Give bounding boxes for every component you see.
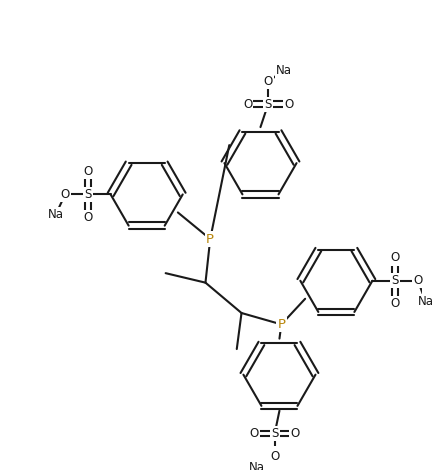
Text: Na: Na [48, 208, 64, 221]
Text: P: P [206, 233, 214, 245]
Text: S: S [84, 188, 92, 201]
Text: O: O [391, 297, 400, 310]
Text: O: O [391, 251, 400, 265]
Text: O: O [250, 427, 259, 440]
Text: P: P [277, 318, 285, 331]
Text: O: O [83, 211, 92, 224]
Text: S: S [271, 427, 279, 440]
Text: O: O [83, 165, 92, 178]
Text: O: O [270, 450, 279, 463]
Text: O: O [243, 98, 252, 111]
Text: O: O [60, 188, 70, 201]
Text: Na: Na [276, 64, 292, 77]
Text: O: O [284, 98, 293, 111]
Text: O: O [413, 274, 423, 287]
Text: O: O [263, 75, 273, 88]
Text: Na: Na [248, 461, 265, 470]
Text: S: S [392, 274, 399, 287]
Text: O: O [290, 427, 300, 440]
Text: S: S [265, 98, 272, 111]
Text: Na: Na [417, 295, 434, 308]
